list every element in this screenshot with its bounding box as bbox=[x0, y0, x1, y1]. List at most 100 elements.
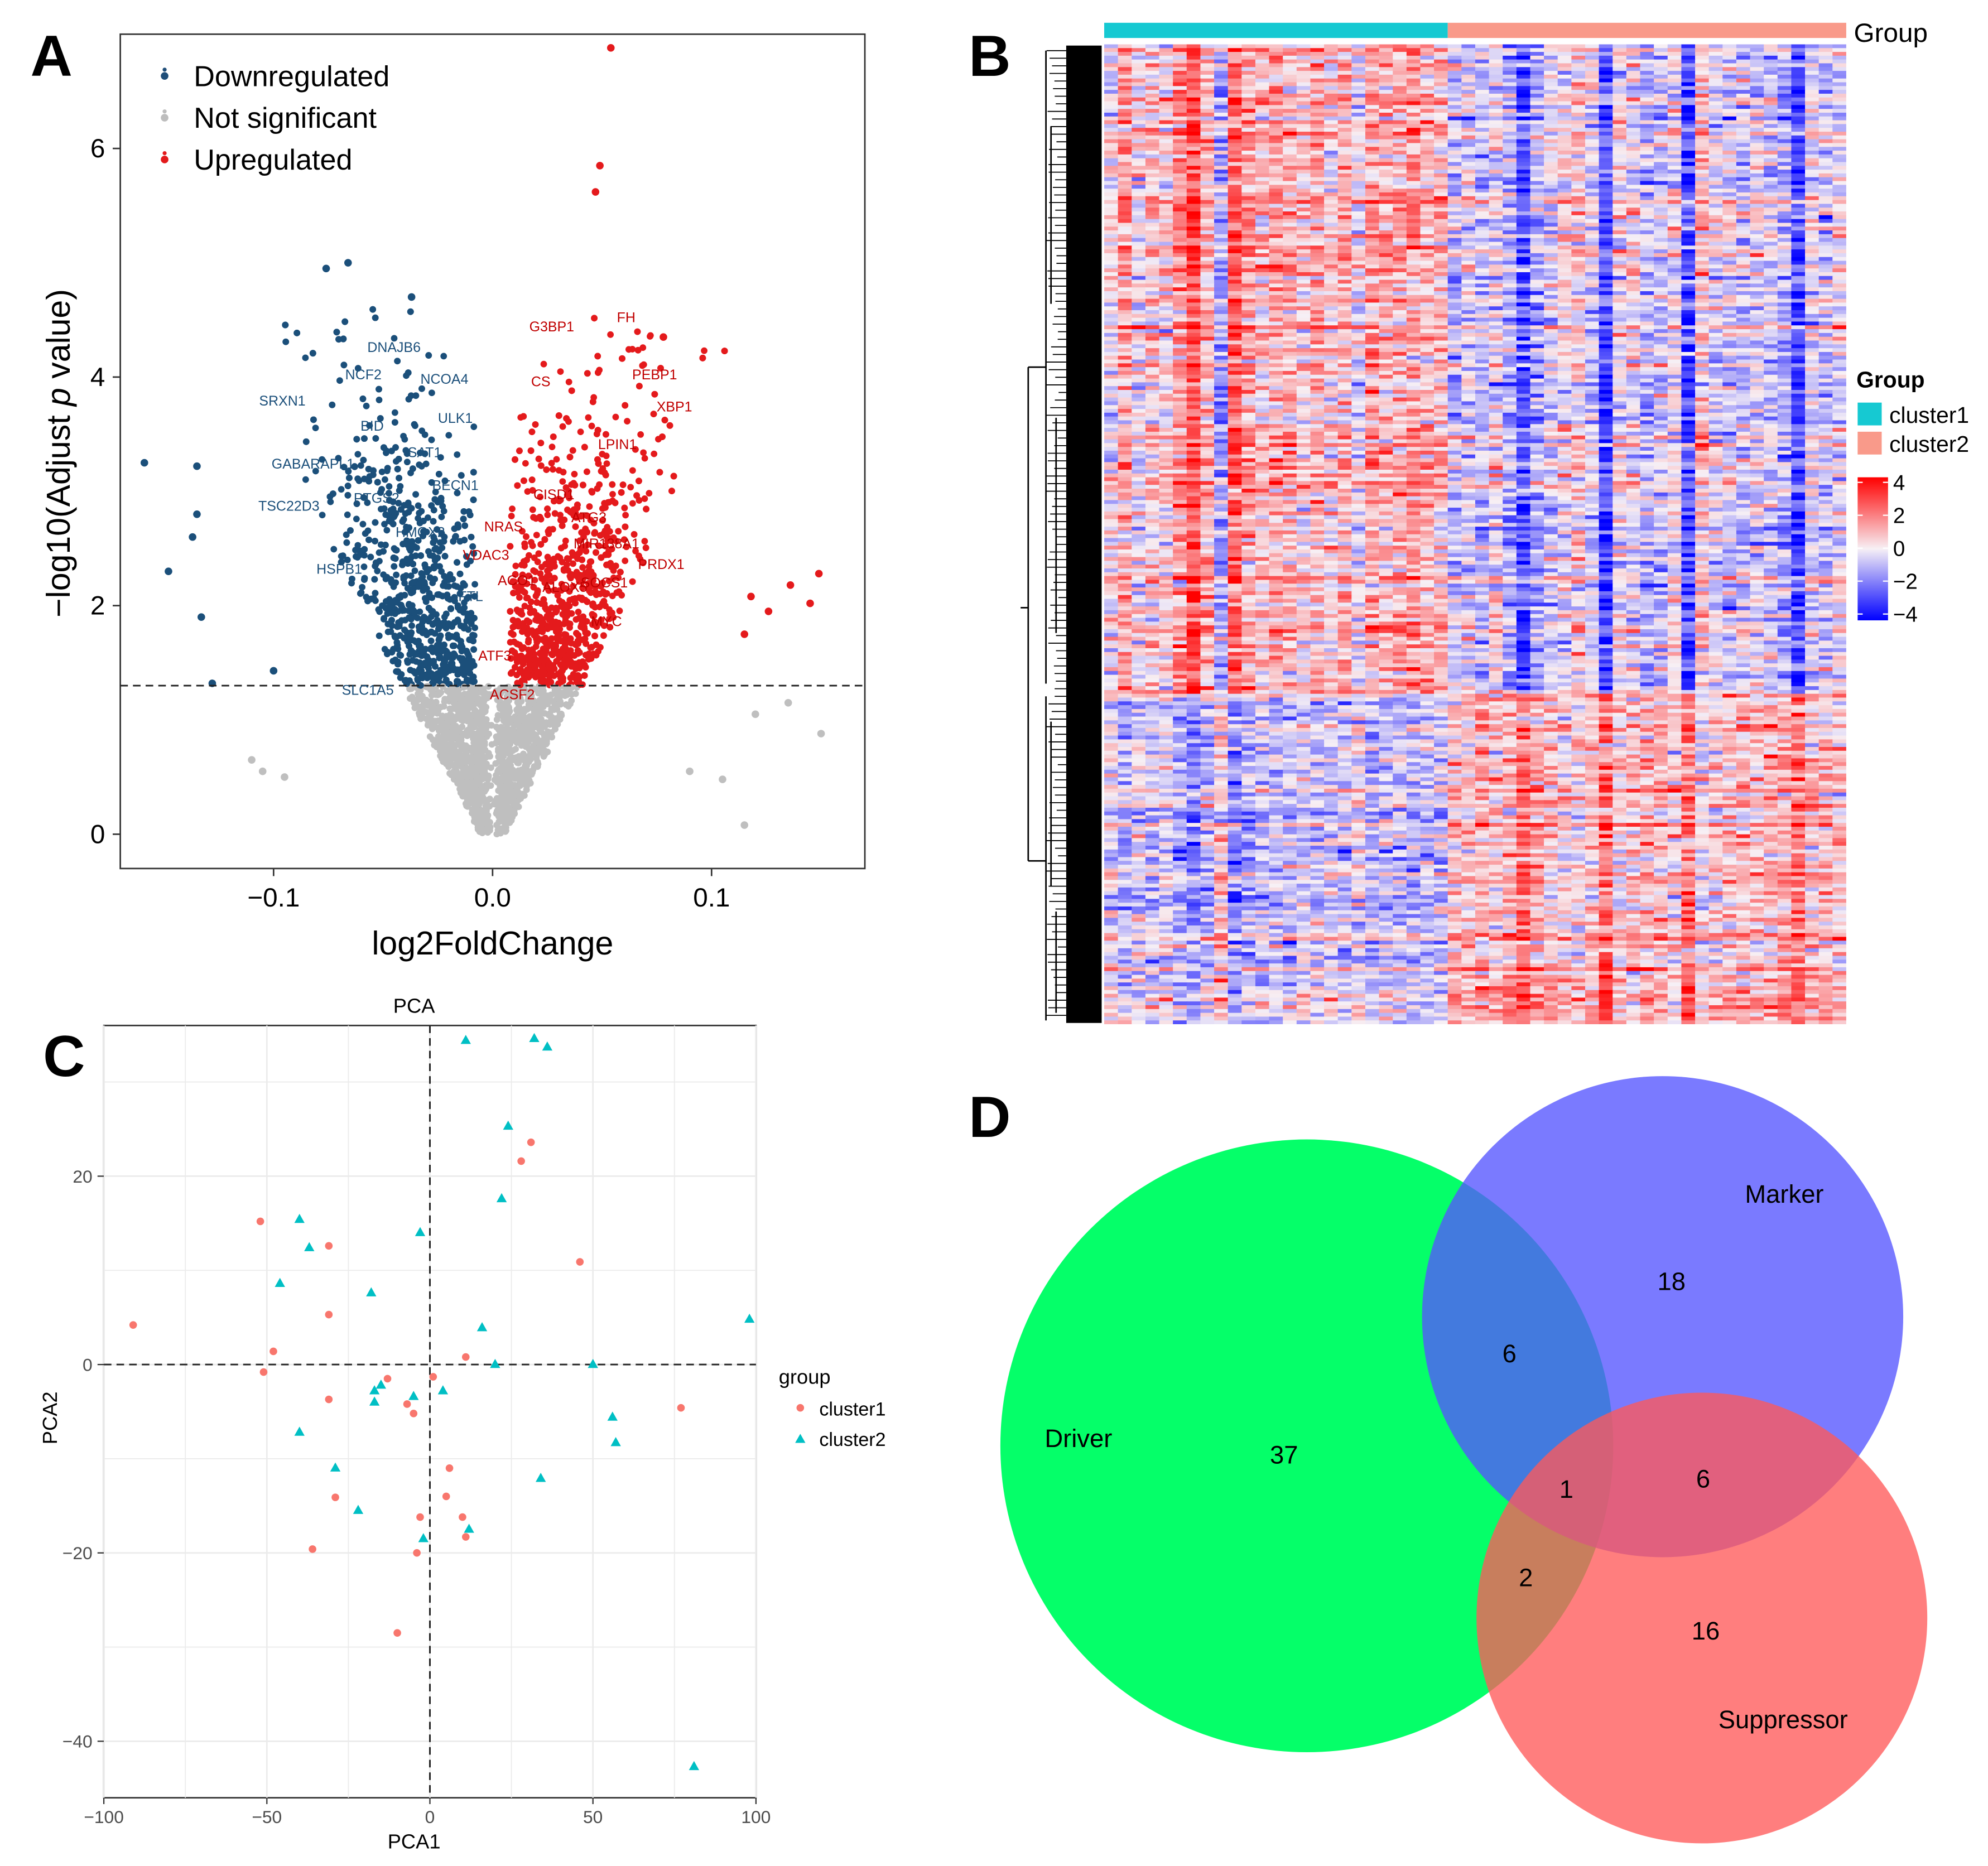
volcano-point bbox=[442, 655, 449, 662]
volcano-point bbox=[459, 717, 466, 724]
volcano-point bbox=[533, 711, 541, 719]
volcano-point bbox=[383, 527, 391, 534]
volcano-point bbox=[594, 369, 601, 376]
volcano-point bbox=[416, 647, 423, 654]
volcano-point bbox=[365, 536, 373, 543]
volcano-point bbox=[516, 754, 523, 761]
volcano-point bbox=[514, 589, 521, 596]
volcano-point bbox=[590, 612, 598, 619]
volcano-point bbox=[603, 452, 610, 460]
volcano-point bbox=[516, 687, 523, 694]
volcano-point bbox=[439, 503, 446, 510]
volcano-point bbox=[428, 502, 435, 509]
volcano-point bbox=[552, 715, 559, 722]
volcano-point bbox=[570, 582, 577, 590]
volcano-point bbox=[429, 579, 436, 586]
volcano-point bbox=[535, 760, 542, 768]
volcano-point bbox=[640, 449, 647, 456]
volcano-point bbox=[632, 548, 639, 555]
volcano-point bbox=[574, 502, 581, 508]
volcano-point bbox=[335, 336, 342, 343]
volcano-point bbox=[410, 607, 417, 614]
volcano-point bbox=[600, 632, 607, 639]
volcano-point bbox=[528, 692, 535, 699]
volcano-point bbox=[502, 828, 509, 835]
volcano-point bbox=[556, 711, 564, 718]
volcano-point bbox=[410, 699, 417, 706]
volcano-point bbox=[445, 573, 453, 581]
volcano-point bbox=[432, 673, 439, 679]
volcano-point bbox=[543, 737, 550, 745]
volcano-point bbox=[670, 472, 677, 480]
volcano-point bbox=[502, 740, 509, 747]
volcano-point bbox=[504, 701, 511, 708]
volcano-point bbox=[386, 483, 393, 490]
volcano-point bbox=[421, 578, 428, 586]
volcano-point bbox=[418, 427, 426, 435]
volcano-point bbox=[357, 462, 364, 469]
volcano-point bbox=[485, 730, 492, 737]
volcano-point bbox=[513, 800, 520, 807]
volcano-point bbox=[397, 506, 405, 513]
volcano-point bbox=[513, 658, 521, 666]
volcano-point bbox=[581, 672, 588, 679]
volcano-point bbox=[562, 537, 569, 544]
volcano-point bbox=[537, 493, 544, 500]
panel-letter-c: C bbox=[43, 1024, 85, 1089]
volcano-point bbox=[447, 605, 454, 612]
volcano-point bbox=[360, 563, 368, 570]
volcano-point bbox=[520, 413, 527, 420]
volcano-point bbox=[411, 704, 418, 711]
volcano-point bbox=[634, 328, 641, 335]
volcano-point bbox=[388, 616, 395, 624]
volcano-point bbox=[586, 503, 593, 510]
volcano-point bbox=[416, 461, 423, 469]
volcano-point bbox=[468, 533, 475, 541]
volcano-point bbox=[632, 446, 639, 453]
volcano-point bbox=[456, 751, 463, 759]
volcano-point bbox=[360, 456, 367, 464]
volcano-point bbox=[449, 662, 456, 669]
panel-letter-d: D bbox=[969, 1084, 1010, 1150]
volcano-point bbox=[487, 764, 494, 772]
volcano-point bbox=[491, 777, 498, 783]
volcano-point bbox=[512, 562, 519, 570]
volcano-point bbox=[612, 413, 619, 421]
volcano-point bbox=[389, 601, 396, 608]
volcano-point bbox=[412, 392, 420, 399]
volcano-point bbox=[403, 459, 411, 466]
volcano-point bbox=[341, 318, 349, 325]
volcano-point bbox=[410, 561, 416, 567]
volcano-point bbox=[374, 567, 381, 575]
volcano-point bbox=[451, 700, 459, 707]
volcano-point bbox=[465, 508, 473, 515]
volcano-point bbox=[576, 549, 583, 556]
volcano-point bbox=[511, 733, 518, 740]
volcano-point bbox=[414, 614, 421, 621]
volcano-point bbox=[437, 454, 444, 461]
volcano-point bbox=[603, 561, 610, 568]
volcano-point bbox=[519, 713, 526, 721]
volcano-point bbox=[419, 573, 426, 580]
volcano-point bbox=[372, 435, 379, 442]
volcano-point bbox=[408, 622, 415, 629]
volcano-point bbox=[470, 678, 477, 686]
volcano-point bbox=[410, 544, 417, 551]
volcano-point bbox=[426, 566, 432, 573]
volcano-point bbox=[540, 360, 547, 368]
volcano-point bbox=[545, 692, 552, 700]
volcano-point bbox=[619, 481, 627, 488]
volcano-point bbox=[435, 471, 442, 478]
volcano-point bbox=[466, 664, 474, 671]
volcano-point bbox=[486, 819, 493, 826]
volcano-point bbox=[494, 768, 502, 775]
volcano-point bbox=[415, 583, 422, 590]
volcano-point bbox=[400, 573, 407, 581]
volcano-point bbox=[650, 411, 657, 418]
volcano-point bbox=[345, 468, 352, 475]
volcano-point bbox=[377, 415, 384, 422]
volcano-point bbox=[470, 739, 478, 746]
volcano-point bbox=[454, 559, 460, 566]
volcano-point bbox=[384, 465, 391, 472]
volcano-point bbox=[353, 500, 360, 507]
